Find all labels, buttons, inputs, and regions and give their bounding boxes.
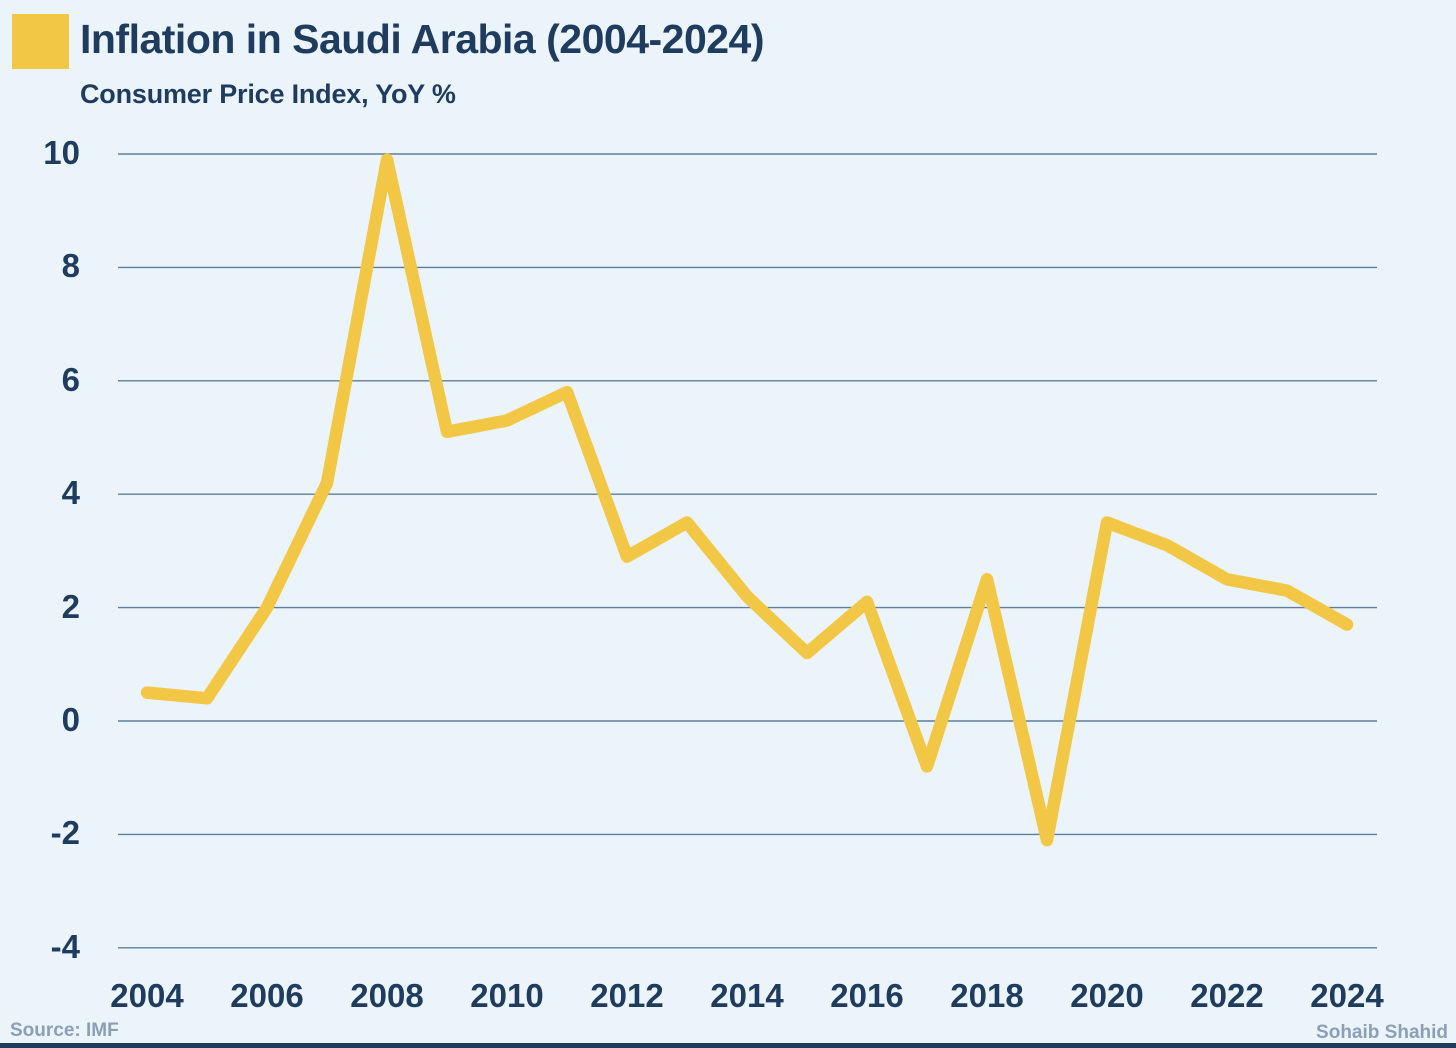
y-tick-label: 0 [61, 701, 80, 738]
inflation-line [140, 153, 1354, 847]
y-tick-label: 10 [43, 134, 80, 171]
x-tick-label: 2024 [1310, 977, 1384, 1014]
y-tick-label: 4 [61, 474, 80, 512]
y-tick-label: -4 [50, 927, 80, 965]
y-tick-label: 8 [61, 247, 80, 285]
y-tick-label: 2 [61, 587, 80, 625]
x-tick-label: 2022 [1190, 977, 1264, 1014]
x-tick-label: 2006 [230, 977, 304, 1014]
y-tick-label: 6 [61, 360, 80, 398]
x-tick-label: 2014 [710, 977, 784, 1014]
x-tick-label: 2012 [590, 977, 664, 1014]
x-tick-label: 2010 [470, 977, 544, 1014]
bottom-accent-bar [0, 1043, 1456, 1048]
x-tick-label: 2018 [950, 977, 1024, 1014]
source-text: Source: IMF [10, 1020, 119, 1041]
x-tick-label: 2008 [350, 977, 424, 1014]
title-accent-swatch [12, 14, 69, 69]
y-tick-label: -2 [50, 814, 80, 852]
x-tick-label: 2004 [110, 977, 184, 1014]
author-text: Sohaib Shahid [1316, 1022, 1448, 1043]
chart-title: Inflation in Saudi Arabia (2004-2024) [80, 16, 765, 62]
chart-subtitle: Consumer Price Index, YoY % [80, 79, 456, 109]
x-tick-label: 2020 [1070, 977, 1144, 1014]
x-tick-label: 2016 [830, 977, 904, 1014]
